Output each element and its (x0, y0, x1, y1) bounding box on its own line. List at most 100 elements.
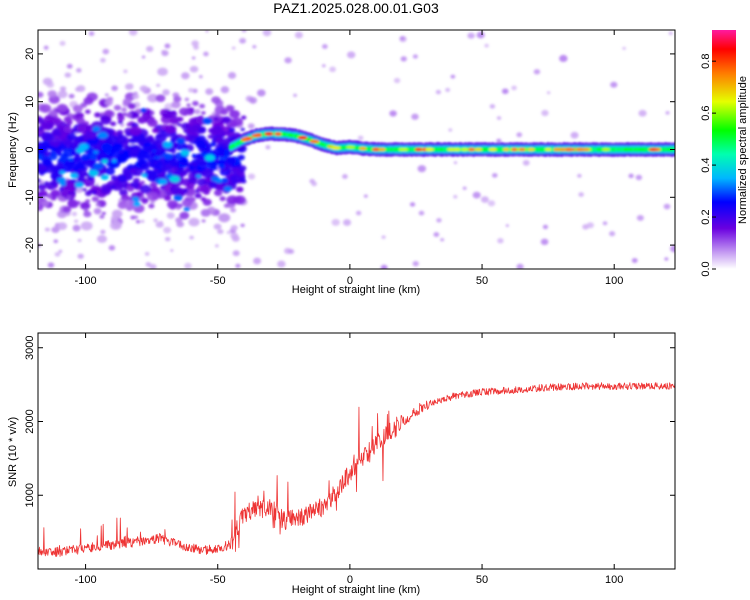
noise-blob (226, 168, 232, 173)
noise-blob (144, 170, 157, 180)
noise-blob (135, 220, 141, 224)
noise-blob (153, 218, 158, 223)
noise-blob-bright (70, 172, 79, 179)
noise-blob (363, 194, 368, 198)
noise-blob (38, 191, 44, 196)
noise-blob (225, 104, 235, 112)
noise-blob (82, 187, 87, 192)
noise-blob (43, 151, 51, 157)
noise-blob (668, 31, 673, 36)
noise-blob (487, 200, 496, 207)
noise-blob (52, 117, 62, 125)
noise-blob (179, 167, 185, 172)
noise-blob (140, 184, 152, 194)
noise-blob (232, 250, 240, 257)
noise-blob (440, 238, 445, 242)
noise-blob (157, 67, 168, 76)
noise-blob (161, 50, 169, 57)
noise-blob (104, 99, 113, 106)
noise-blob-bright (169, 175, 180, 183)
noise-blob (192, 88, 198, 94)
noise-blob (110, 121, 117, 127)
noise-blob (145, 262, 152, 267)
noise-blob (501, 88, 509, 95)
noise-blob (181, 198, 193, 207)
noise-blob (231, 46, 236, 50)
noise-blob (578, 192, 584, 197)
noise-blob (46, 122, 55, 129)
noise-blob (484, 43, 489, 48)
noise-blob (57, 90, 68, 99)
noise-blob-bright (215, 178, 223, 184)
noise-blob-bright (132, 201, 141, 207)
ridge-hotspot (264, 132, 274, 136)
noise-blob (127, 103, 136, 110)
noise-blob (183, 145, 188, 150)
noise-blob-bright (204, 154, 216, 162)
noise-blob (155, 94, 166, 103)
noise-blob (141, 111, 151, 119)
noise-blob (188, 87, 194, 93)
noise-blob (129, 144, 141, 154)
noise-blob (240, 127, 245, 132)
ridge-hotspot (309, 139, 320, 144)
noise-blob (516, 263, 524, 269)
noise-blob (91, 196, 99, 202)
noise-blob (151, 128, 159, 134)
noise-blob-bright (141, 173, 148, 178)
noise-blob (184, 262, 192, 269)
ridge-hotspot (553, 147, 562, 152)
noise-blob (113, 104, 122, 111)
ridge-hotspot (297, 135, 308, 140)
noise-blob (217, 229, 224, 235)
ridge-hotspot (575, 147, 586, 152)
noise-blob (145, 45, 154, 53)
ridge-hotspot (648, 147, 658, 152)
noise-blob (80, 221, 93, 231)
noise-blob (277, 260, 286, 268)
noise-blob (147, 118, 158, 128)
noise-blob (165, 163, 173, 170)
ridge-hotspot (378, 147, 386, 152)
noise-blob (636, 214, 644, 221)
noise-blob (66, 132, 77, 141)
noise-blob (44, 114, 56, 124)
noise-blob (511, 85, 517, 91)
noise-blob-bright (173, 194, 183, 202)
noise-blob (38, 91, 44, 98)
noise-blob (137, 150, 150, 160)
noise-blob-bright (163, 153, 173, 160)
noise-blob (63, 139, 72, 146)
noise-blob (170, 249, 174, 252)
noise-blob (445, 87, 451, 92)
noise-blob (76, 169, 88, 178)
ridge-hotspot (474, 147, 483, 152)
noise-blob (109, 220, 122, 231)
noise-blob (164, 237, 171, 242)
noise-blob (38, 117, 45, 124)
noise-blob (230, 232, 239, 240)
noise-blob (219, 153, 225, 158)
spectrogram-xtick-label: 0 (347, 275, 353, 287)
noise-blob (62, 206, 72, 213)
noise-blob (480, 196, 489, 203)
noise-blob (294, 31, 303, 39)
noise-blob (207, 134, 213, 139)
noise-blob (622, 46, 626, 50)
noise-blob (144, 251, 150, 256)
snr-frame (37, 332, 676, 570)
noise-blob-bright (140, 108, 147, 113)
noise-blob (59, 86, 67, 92)
noise-blob (170, 166, 179, 174)
noise-blob (170, 149, 177, 154)
noise-blob-bright (183, 206, 191, 212)
noise-blob (213, 189, 223, 197)
noise-blob (628, 173, 634, 179)
colorbar-tick-label: 0.4 (700, 157, 712, 172)
noise-blob (95, 182, 99, 186)
noise-blob (194, 189, 200, 193)
ridge-hotspot (251, 133, 261, 138)
noise-blob (559, 54, 568, 62)
